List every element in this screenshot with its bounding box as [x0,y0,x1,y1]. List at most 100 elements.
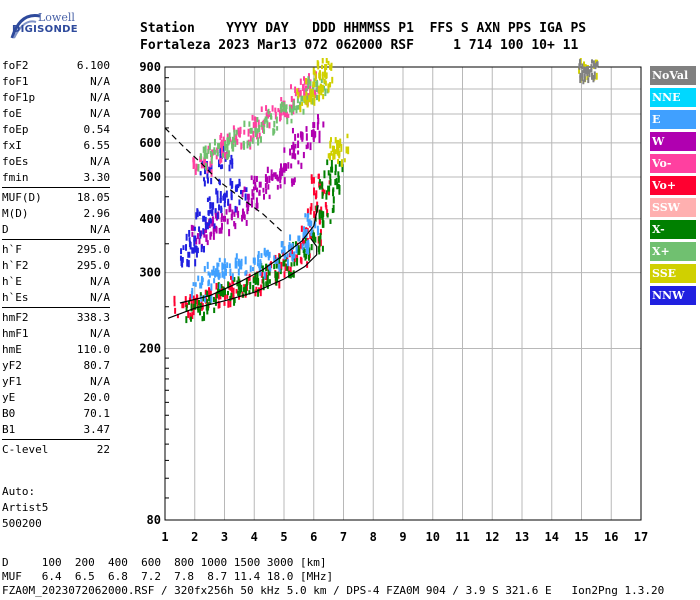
echo-mark [318,209,321,217]
echo-mark [238,178,241,187]
echo-mark [244,193,247,201]
echo-mark [280,249,283,254]
data-point [267,251,271,258]
echo-mark [223,192,226,200]
echo-mark [318,217,321,225]
echo-mark [251,189,254,197]
param-value: 22 [96,443,110,456]
echo-mark [194,168,197,175]
echo-mark [590,72,593,80]
echo-mark [274,172,277,180]
echo-mark [329,178,332,186]
echo-mark [314,193,317,200]
footer-distance-row: D 100 200 400 600 800 1000 1500 3000 [km… [2,556,327,569]
echo-mark [284,112,287,118]
echo-mark [289,106,292,113]
echo-mark [219,198,222,203]
echo-mark [278,258,281,264]
echo-mark [316,79,319,85]
echo-mark [218,283,221,290]
echo-mark [314,236,317,243]
echo-mark [340,144,343,152]
echo-mark [213,278,216,284]
echo-mark [247,128,250,137]
legend-item: X- [650,220,696,239]
echo-mark [305,144,308,150]
echo-mark [319,181,322,189]
echo-mark [292,149,295,158]
echo-mark [310,227,313,233]
param-label: foF1 [2,75,29,88]
echo-mark [203,266,206,272]
echo-mark [302,238,305,246]
echo-mark [263,193,266,200]
echo-mark [242,287,245,293]
echo-mark [204,166,207,175]
echo-mark [262,119,265,126]
echo-mark [312,232,315,239]
echo-mark [191,312,194,320]
echo-mark [210,231,213,237]
echo-mark [273,172,276,177]
echo-mark [287,265,290,272]
echo-mark [290,118,293,124]
echo-mark [317,85,320,94]
echo-mark [245,220,248,226]
data-point [282,246,286,253]
echo-mark [237,210,240,218]
echo-mark [232,294,235,300]
echo-mark [209,217,212,223]
x-tick-label: 8 [370,530,377,544]
echo-mark [251,137,254,144]
echo-mark [320,84,323,91]
echo-mark [266,166,269,174]
echo-mark [216,152,219,157]
echo-mark [223,152,226,157]
param-row: yF2 80.7 [2,358,110,374]
echo-mark [245,288,248,296]
data-point [297,248,301,255]
echo-mark [248,121,251,127]
echo-mark [332,196,335,204]
echo-mark [321,216,324,224]
param-label: h`F2 [2,259,29,272]
echo-mark [315,94,318,101]
echo-mark [208,272,211,278]
echo-mark [229,159,232,165]
echo-mark [290,108,293,116]
param-value: 6.55 [83,139,111,152]
echo-mark [324,80,327,86]
echo-mark [206,197,209,203]
echo-mark [266,275,269,283]
echo-mark [313,187,316,196]
echo-mark [296,88,299,95]
echo-mark [221,262,224,271]
echo-mark [261,271,264,276]
echo-mark [246,208,249,215]
echo-mark [312,177,315,184]
echo-mark [224,152,227,160]
echo-mark [300,162,303,169]
echo-mark [283,163,286,170]
echo-mark [279,168,282,175]
echo-mark [287,244,290,252]
echo-mark [297,87,300,94]
echo-mark [276,272,279,279]
echo-mark [296,258,299,266]
echo-mark [180,248,183,255]
param-row: yF1 N/A [2,374,110,390]
echo-mark [295,246,298,254]
echo-mark [270,169,273,176]
echo-mark [305,133,308,141]
data-point [309,220,313,227]
param-row: h`F2 295.0 [2,258,110,274]
echo-mark [254,289,257,297]
param-value: N/A [90,155,110,168]
echo-mark [268,175,271,183]
echo-mark [314,89,317,98]
echo-mark [308,95,311,103]
echo-mark [190,314,193,319]
echo-mark [579,72,582,78]
echo-mark [259,270,262,276]
echo-mark [190,303,193,312]
